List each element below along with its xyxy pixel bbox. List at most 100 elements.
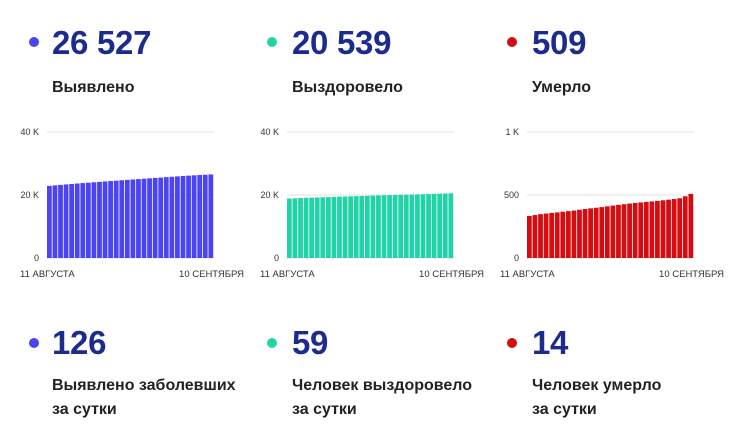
detected-xtick-start: 11 АВГУСТА xyxy=(20,269,75,280)
detected-bar xyxy=(97,181,102,258)
deaths-bar xyxy=(660,200,666,258)
detected-bar xyxy=(113,180,119,258)
deaths-bar xyxy=(632,202,638,258)
recovered-bar xyxy=(292,198,298,258)
deaths-xtick-start: 11 АВГУСТА xyxy=(500,269,555,280)
deaths-chart: 0 500 1 K 11 АВГУСТА 10 СЕНТЯБРЯ xyxy=(500,127,724,280)
deaths-bar xyxy=(682,196,688,258)
deaths-bar xyxy=(649,201,655,258)
deaths-bar xyxy=(532,215,538,258)
recovered-bar xyxy=(320,197,326,258)
deaths-bar xyxy=(655,200,660,258)
detected-bar xyxy=(208,174,214,258)
recovered-bar xyxy=(398,194,404,258)
deaths-ytick-label: 500 xyxy=(504,190,519,200)
deaths-bar xyxy=(688,193,694,258)
recovered-bar xyxy=(370,195,376,258)
recovered-bar xyxy=(348,196,353,258)
deaths-bar xyxy=(621,204,627,258)
recovered-daily-line2: за сутки xyxy=(292,401,357,418)
recovered-bar xyxy=(409,194,415,258)
recovered-chart: 0 20 K 40 K 11 АВГУСТА 10 СЕНТЯБРЯ xyxy=(260,127,484,280)
detected-chart: 0 20 K 40 K 11 АВГУСТА 10 СЕНТЯБРЯ xyxy=(20,127,244,280)
deaths-daily-line2: за сутки xyxy=(532,401,597,418)
detected-ytick-label: 0 xyxy=(34,253,39,263)
detected-bar xyxy=(180,176,186,258)
deaths-bar xyxy=(604,206,610,258)
detected-bar xyxy=(147,178,152,258)
deaths-daily-line1: Человек умерло xyxy=(532,377,662,394)
detected-bar xyxy=(63,184,69,258)
recovered-bar xyxy=(337,196,342,258)
detected-bar xyxy=(130,179,136,258)
detected-ytick-label: 40 K xyxy=(20,127,39,137)
detected-bar xyxy=(85,182,91,258)
recovered-bar xyxy=(392,194,398,258)
deaths-bar xyxy=(610,205,616,258)
detected-bar xyxy=(202,174,208,258)
recovered-bar xyxy=(437,193,443,258)
detected-bar xyxy=(169,176,175,258)
detected-ytick-label: 20 K xyxy=(20,190,39,200)
recovered-daily-line1: Человек выздоровело xyxy=(292,377,473,394)
deaths-bar xyxy=(588,208,593,258)
recovered-bar xyxy=(303,197,309,258)
recovered-xtick-start: 11 АВГУСТА xyxy=(260,269,315,280)
deaths-xtick-end: 10 СЕНТЯБРЯ xyxy=(659,269,724,280)
deaths-bar xyxy=(666,199,671,258)
recovered-bar xyxy=(387,195,392,258)
deaths-bar xyxy=(616,204,621,258)
recovered-bar xyxy=(309,197,315,258)
detected-bar xyxy=(186,175,191,258)
deaths-bar xyxy=(571,210,577,258)
recovered-xtick-end: 10 СЕНТЯБРЯ xyxy=(419,269,484,280)
detected-bar xyxy=(175,176,180,258)
detected-bar xyxy=(47,185,52,258)
detected-bar xyxy=(58,184,63,258)
deaths-ytick-label: 0 xyxy=(514,253,519,263)
recovered-bar xyxy=(359,195,365,258)
recovered-bar xyxy=(415,194,420,258)
recovered-bar xyxy=(298,198,303,258)
detected-daily-line2: за сутки xyxy=(52,401,117,418)
recovered-bar xyxy=(426,194,431,258)
detected-daily-value: 126 xyxy=(52,324,107,361)
detected-bar xyxy=(74,183,80,258)
detected-bar xyxy=(136,179,141,258)
detected-bar xyxy=(158,177,164,258)
recovered-bar xyxy=(442,193,448,258)
recovered-bar xyxy=(353,196,359,258)
recovered-bar xyxy=(431,193,437,258)
recovered-bar xyxy=(448,193,454,258)
deaths-ytick-label: 1 K xyxy=(505,127,519,137)
deaths-bar xyxy=(538,214,543,258)
recovered-ytick-label: 20 K xyxy=(260,190,279,200)
detected-bar xyxy=(91,182,97,258)
detected-bar xyxy=(108,181,113,258)
detected-daily-line1: Выявлено заболевших xyxy=(52,377,236,394)
recovered-bar xyxy=(403,194,409,258)
detected-xtick-end: 10 СЕНТЯБРЯ xyxy=(179,269,244,280)
deaths-label: Умерло xyxy=(532,79,591,96)
detected-label: Выявлено xyxy=(52,79,135,96)
detected-bar xyxy=(152,177,158,258)
recovered-bar xyxy=(364,195,370,258)
recovered-ytick-label: 40 K xyxy=(260,127,279,137)
recovered-bar xyxy=(342,196,348,258)
recovered-bar xyxy=(381,195,387,258)
deaths-bar xyxy=(527,215,532,258)
recovered-daily-dot-icon xyxy=(267,338,277,348)
recovered-bar xyxy=(287,198,292,258)
recovered-total: 20 539 xyxy=(292,24,392,61)
deaths-bar xyxy=(577,209,582,258)
deaths-bar xyxy=(554,212,560,258)
detected-total: 26 527 xyxy=(52,24,152,61)
recovered-bar xyxy=(376,195,381,258)
recovered-dot-icon xyxy=(267,37,277,47)
deaths-bar xyxy=(565,211,571,258)
deaths-bar xyxy=(543,213,549,258)
recovered-daily-value: 59 xyxy=(292,324,329,361)
deaths-bar xyxy=(643,201,649,258)
deaths-bar xyxy=(599,207,605,258)
deaths-bar xyxy=(627,203,632,258)
